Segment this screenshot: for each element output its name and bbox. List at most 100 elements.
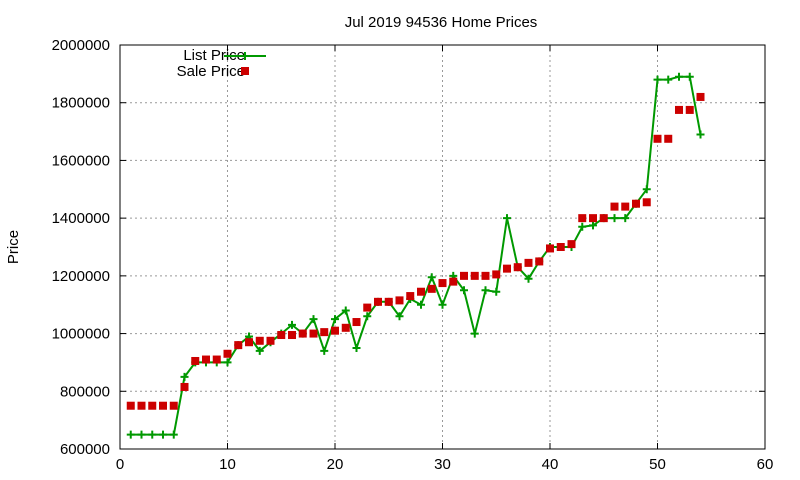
sale-price-point — [632, 199, 640, 208]
sale-price-point — [169, 401, 178, 410]
sale-price-point — [384, 297, 393, 306]
sale-price-point — [298, 329, 307, 338]
list-price-point — [309, 315, 318, 324]
list-price-point — [470, 329, 479, 338]
sale-price-point — [309, 329, 318, 338]
y-tick-label: 1200000 — [52, 268, 110, 285]
list-price-point — [642, 185, 651, 194]
sale-price-point — [675, 105, 683, 114]
list-price-point — [341, 306, 350, 315]
sale-price-point — [288, 331, 296, 340]
x-tick-label: 50 — [649, 456, 666, 473]
sale-price-point — [427, 284, 436, 293]
x-tick-label: 30 — [434, 456, 451, 473]
list-price-point — [481, 286, 490, 295]
sale-price-point — [245, 338, 253, 347]
list-price-point — [503, 214, 511, 223]
sale-price-point — [363, 303, 372, 312]
sale-price-point — [599, 214, 608, 223]
list-price-point — [363, 312, 372, 321]
sale-price-point — [470, 271, 479, 280]
sale-price-point — [126, 401, 135, 410]
x-tick-label: 10 — [219, 456, 236, 473]
sale-price-point — [524, 258, 533, 267]
sale-price-point — [395, 296, 404, 305]
sale-price-point — [503, 264, 511, 273]
list-price-point — [492, 287, 501, 296]
sale-price-point — [556, 243, 565, 251]
sale-price-point — [567, 240, 576, 249]
list-price-point — [255, 346, 264, 355]
list-price-point — [137, 430, 146, 439]
list-price-point — [148, 430, 157, 439]
sale-price-point — [513, 263, 522, 272]
sale-price-point — [621, 202, 630, 211]
sale-price-point — [449, 277, 458, 286]
list-price-point — [621, 214, 630, 223]
series-layer — [126, 72, 705, 439]
sale-price-point — [223, 349, 232, 358]
list-price-point — [610, 214, 619, 223]
list-price-point — [352, 344, 361, 352]
sale-price-point — [653, 134, 662, 143]
sale-price-point — [535, 257, 544, 266]
list-price-point — [589, 221, 597, 230]
chart-title: Jul 2019 94536 Home Prices — [345, 14, 538, 31]
list-price-point — [524, 274, 533, 283]
sale-price-point — [460, 271, 468, 280]
sale-price-point — [137, 401, 146, 410]
legend-label-sale-price: Sale Price — [177, 63, 245, 80]
sale-price-point — [255, 336, 264, 345]
sale-price-point — [417, 287, 425, 296]
list-price-point — [223, 358, 232, 367]
sale-price-point — [685, 105, 694, 114]
sale-price-point — [578, 214, 587, 223]
x-tick-label: 60 — [757, 456, 774, 473]
sale-price-point — [374, 297, 382, 306]
list-price-point — [460, 286, 468, 295]
sale-price-point — [212, 355, 221, 364]
list-price-point — [653, 75, 662, 84]
list-price-point — [395, 312, 404, 321]
sale-price-point — [148, 401, 157, 410]
list-price-point — [675, 72, 683, 81]
y-axis-label: Price — [5, 230, 22, 264]
sale-price-point — [352, 318, 361, 327]
list-price-line — [130, 75, 702, 436]
list-price-point — [288, 320, 296, 329]
y-tick-label: 1000000 — [52, 326, 110, 343]
sale-price-point — [320, 328, 329, 337]
x-tick-label: 40 — [542, 456, 559, 473]
list-price-point — [159, 430, 167, 439]
grid-lines — [120, 45, 765, 449]
axis-ticks: 0 10 20 30 40 50 60 600000 800000 1000000 1200000 1… — [52, 37, 774, 473]
list-price-point — [126, 430, 135, 439]
sale-price-point — [331, 326, 339, 335]
sale-price-point — [438, 279, 447, 288]
y-tick-label: 1400000 — [52, 210, 110, 227]
list-price-point — [438, 300, 447, 309]
legend-marker-sale-price — [241, 67, 249, 75]
list-price-point — [664, 75, 673, 84]
sale-price-point — [191, 356, 200, 365]
x-tick-label: 20 — [327, 456, 344, 473]
list-price-point — [696, 130, 705, 139]
sale-price-point — [481, 271, 490, 280]
sale-price-point — [610, 202, 619, 211]
list-price-point — [578, 222, 587, 231]
sale-price-point — [696, 92, 705, 101]
legend-marker-list-price — [241, 52, 249, 60]
y-tick-label: 2000000 — [52, 37, 110, 54]
y-tick-label: 600000 — [60, 441, 110, 458]
list-price-point — [331, 315, 339, 324]
sale-price-point — [642, 198, 651, 207]
sale-price-point — [341, 323, 350, 332]
sale-price-point — [492, 270, 501, 279]
sale-price-point — [664, 134, 673, 143]
list-price-point — [169, 430, 178, 439]
y-tick-label: 1800000 — [52, 95, 110, 112]
list-price-point — [180, 372, 189, 381]
sale-price-point — [589, 214, 597, 223]
y-tick-label: 800000 — [60, 383, 110, 400]
sale-price-point — [234, 341, 243, 350]
